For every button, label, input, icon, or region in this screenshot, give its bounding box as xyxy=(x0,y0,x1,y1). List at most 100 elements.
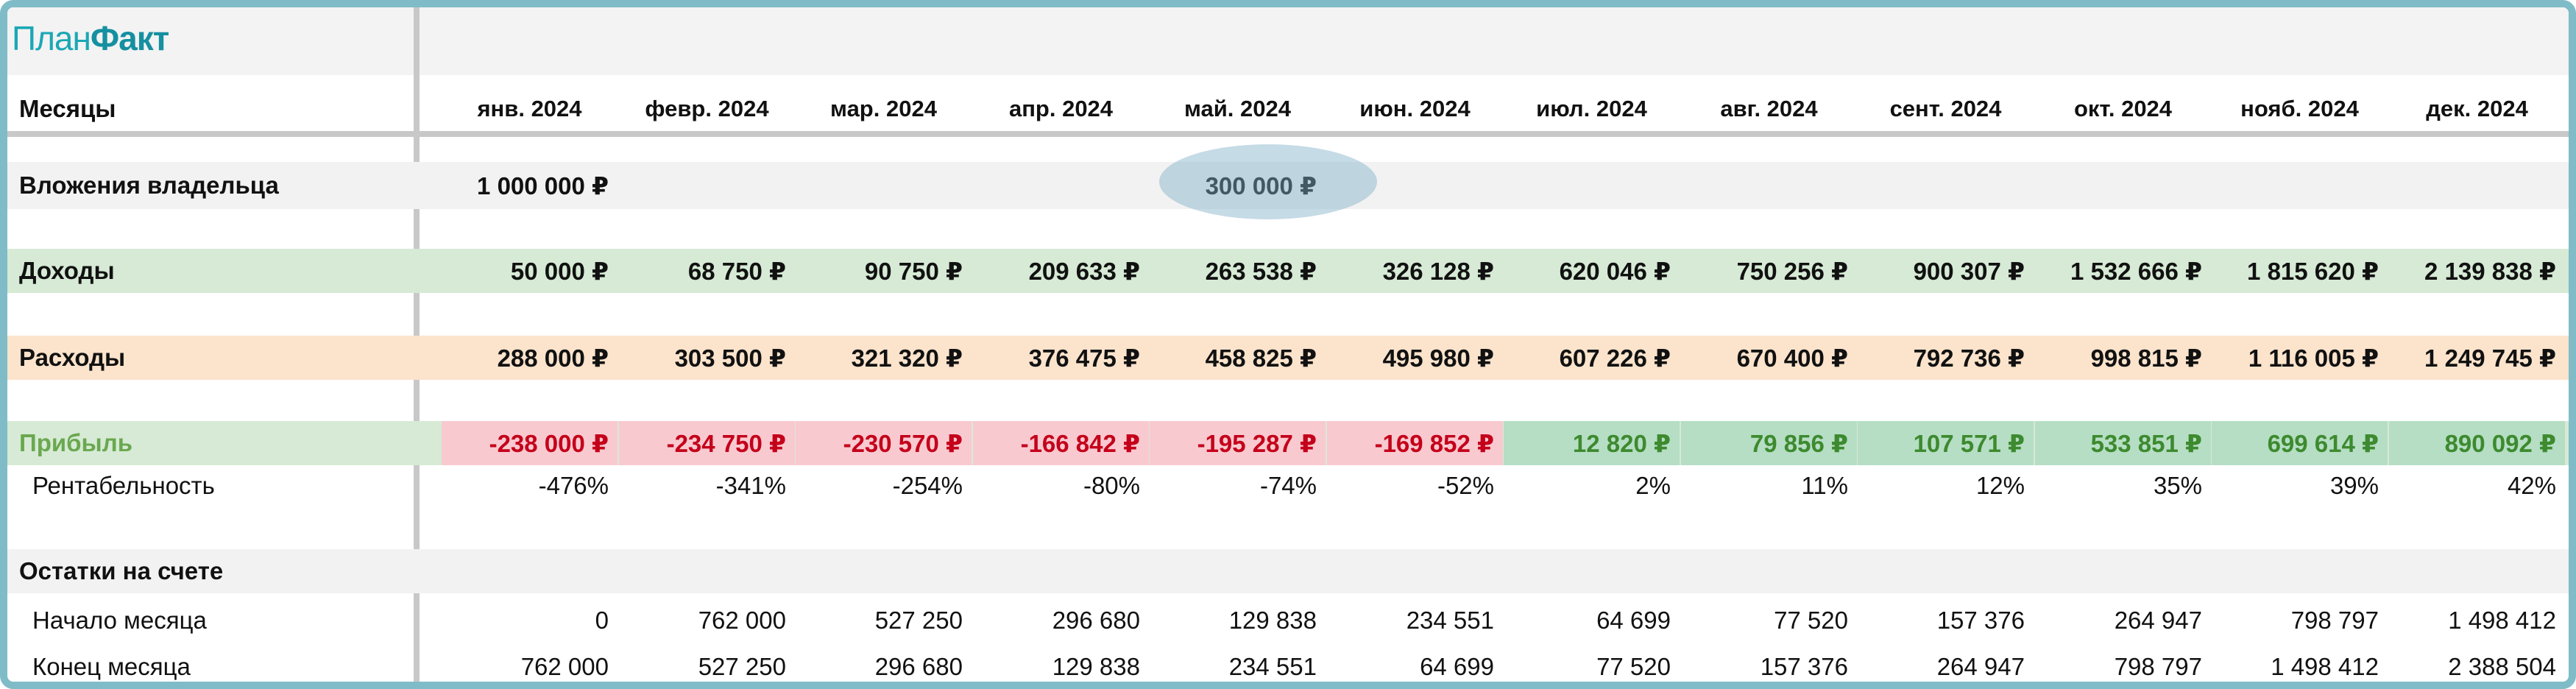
owner-cell-3[interactable] xyxy=(796,162,972,209)
planfact-logo: ПланФакт xyxy=(12,16,169,60)
margin-cell-1[interactable]: -476% xyxy=(538,472,609,499)
start-cell-8[interactable]: 77 520 xyxy=(1774,607,1848,634)
expenses-cell-6[interactable]: 495 980 ₽ xyxy=(1382,344,1494,372)
profit-cell-9[interactable]: 107 571 ₽ xyxy=(1858,421,2034,465)
month-header-5: май. 2024 xyxy=(1183,96,1291,121)
income-cell-9[interactable]: 900 307 ₽ xyxy=(1913,257,2025,285)
end-cell-9[interactable]: 264 947 xyxy=(1936,653,2025,680)
start-cell-7[interactable]: 64 699 xyxy=(1596,607,1671,634)
income-cell-1[interactable]: 50 000 ₽ xyxy=(510,257,609,285)
profit-cell-2[interactable]: -234 750 ₽ xyxy=(619,421,795,465)
profit-cell-11[interactable]: 699 614 ₽ xyxy=(2212,421,2388,465)
income-cell-6[interactable]: 326 128 ₽ xyxy=(1382,257,1494,285)
month-header-4: апр. 2024 xyxy=(1008,96,1114,121)
margin-cell-11[interactable]: 39% xyxy=(2329,472,2379,499)
income-label: Доходы xyxy=(19,257,115,284)
expenses-cell-5[interactable]: 458 825 ₽ xyxy=(1205,344,1317,372)
owner-cell-7[interactable] xyxy=(1504,162,1680,209)
margin-cell-8[interactable]: 11% xyxy=(1801,472,1848,499)
expenses-cell-8[interactable]: 670 400 ₽ xyxy=(1736,344,1848,372)
income-cell-5[interactable]: 263 538 ₽ xyxy=(1205,257,1317,285)
owner-cell-4[interactable] xyxy=(973,162,1149,209)
expenses-cell-10[interactable]: 998 815 ₽ xyxy=(2090,344,2202,372)
end-cell-2[interactable]: 527 250 xyxy=(698,653,786,680)
profit-cell-1[interactable]: -238 000 ₽ xyxy=(442,421,618,465)
margin-cell-2[interactable]: -341% xyxy=(715,472,786,499)
expenses-label: Расходы xyxy=(19,344,126,371)
months-cells: янв. 2024 февр. 2024 мар. 2024 апр. 2024 май… xyxy=(7,88,2569,130)
income-cell-10[interactable]: 1 532 666 ₽ xyxy=(2070,257,2202,285)
margin-cell-7[interactable]: 2% xyxy=(1635,472,1671,499)
end-cell-4[interactable]: 129 838 xyxy=(1052,653,1140,680)
income-cell-4[interactable]: 209 633 ₽ xyxy=(1028,257,1140,285)
income-cell-2[interactable]: 68 750 ₽ xyxy=(687,257,786,285)
month-end-cells: 762 000 527 250 296 680 129 838 234 551 64 69… xyxy=(7,645,2569,682)
months-label: Месяцы xyxy=(19,95,116,122)
start-cell-3[interactable]: 527 250 xyxy=(874,607,963,634)
profit-cell-5[interactable]: -195 287 ₽ xyxy=(1150,421,1326,465)
income-cell-8[interactable]: 750 256 ₽ xyxy=(1736,257,1848,285)
owner-cell-2[interactable] xyxy=(619,162,795,209)
owner-cell-9[interactable] xyxy=(1858,162,2034,209)
profit-cell-4[interactable]: -166 842 ₽ xyxy=(973,421,1149,465)
expenses-cell-12[interactable]: 1 249 745 ₽ xyxy=(2424,344,2556,372)
end-cell-11[interactable]: 1 498 412 xyxy=(2271,653,2379,680)
header-band xyxy=(7,7,2569,75)
month-header-12: дек. 2024 xyxy=(2426,96,2528,121)
end-cell-10[interactable]: 798 797 xyxy=(2114,653,2202,680)
expenses-cell-9[interactable]: 792 736 ₽ xyxy=(1913,344,2025,372)
margin-cell-6[interactable]: -52% xyxy=(1437,472,1494,499)
start-cell-12[interactable]: 1 498 412 xyxy=(2448,607,2556,634)
margin-cell-10[interactable]: 35% xyxy=(2153,472,2202,499)
profit-cell-6[interactable]: -169 852 ₽ xyxy=(1327,421,1503,465)
month-end-row: Конец месяца 762 000 527 250 296 680 129 83… xyxy=(7,645,2569,682)
margin-cell-4[interactable]: -80% xyxy=(1083,472,1140,499)
expenses-cell-3[interactable]: 321 320 ₽ xyxy=(851,344,963,372)
start-cell-11[interactable]: 798 797 xyxy=(2290,607,2379,634)
start-cell-5[interactable]: 129 838 xyxy=(1228,607,1317,634)
profit-cell-8[interactable]: 79 856 ₽ xyxy=(1681,421,1857,465)
expenses-cell-1[interactable]: 288 000 ₽ xyxy=(497,344,609,372)
start-cell-6[interactable]: 234 551 xyxy=(1406,607,1494,634)
expenses-cell-2[interactable]: 303 500 ₽ xyxy=(674,344,786,372)
start-cell-4[interactable]: 296 680 xyxy=(1052,607,1140,634)
end-cell-6[interactable]: 64 699 xyxy=(1420,653,1494,680)
expenses-cell-11[interactable]: 1 116 005 ₽ xyxy=(2248,344,2379,372)
owner-cell-12[interactable] xyxy=(2389,162,2565,209)
owner-cell-10[interactable] xyxy=(2035,162,2211,209)
end-cell-8[interactable]: 157 376 xyxy=(1760,653,1848,680)
profit-cell-3[interactable]: -230 570 ₽ xyxy=(796,421,972,465)
income-cell-11[interactable]: 1 815 620 ₽ xyxy=(2247,257,2379,285)
margin-cell-3[interactable]: -254% xyxy=(892,472,963,499)
profit-cell-7[interactable]: 12 820 ₽ xyxy=(1504,421,1680,465)
owner-cell-6[interactable] xyxy=(1327,162,1503,209)
start-cell-2[interactable]: 762 000 xyxy=(698,607,786,634)
owner-cell-1[interactable]: 1 000 000 ₽ xyxy=(477,172,609,199)
expenses-cell-7[interactable]: 607 226 ₽ xyxy=(1559,344,1671,372)
owner-cell-11[interactable] xyxy=(2212,162,2388,209)
start-cell-10[interactable]: 264 947 xyxy=(2114,607,2202,634)
month-header-1: янв. 2024 xyxy=(477,96,582,121)
end-cell-3[interactable]: 296 680 xyxy=(874,653,963,680)
income-row: Доходы 50 000 ₽ 68 750 ₽ 90 750 ₽ 209 633 ₽… xyxy=(7,249,2569,293)
owner-cell-8[interactable] xyxy=(1681,162,1857,209)
month-header-2: февр. 2024 xyxy=(645,96,769,121)
end-cell-7[interactable]: 77 520 xyxy=(1596,653,1671,680)
end-cell-1[interactable]: 762 000 xyxy=(520,653,609,680)
margin-cell-9[interactable]: 12% xyxy=(1975,472,2025,499)
logo-part-plan: План xyxy=(12,19,91,57)
profit-cell-12[interactable]: 890 092 ₽ xyxy=(2389,421,2565,465)
income-cell-7[interactable]: 620 046 ₽ xyxy=(1559,257,1671,285)
month-header-3: мар. 2024 xyxy=(830,96,937,121)
income-cell-12[interactable]: 2 139 838 ₽ xyxy=(2424,257,2556,285)
start-cell-9[interactable]: 157 376 xyxy=(1936,607,2025,634)
owner-cell-5[interactable]: 300 000 ₽ xyxy=(1205,172,1317,199)
expenses-cell-4[interactable]: 376 475 ₽ xyxy=(1028,344,1140,372)
income-cell-3[interactable]: 90 750 ₽ xyxy=(864,257,963,285)
margin-cell-12[interactable]: 42% xyxy=(2507,472,2556,499)
profit-cell-10[interactable]: 533 851 ₽ xyxy=(2035,421,2211,465)
start-cell-1[interactable]: 0 xyxy=(595,607,609,634)
end-cell-12[interactable]: 2 388 504 xyxy=(2448,653,2556,680)
end-cell-5[interactable]: 234 551 xyxy=(1228,653,1317,680)
margin-cell-5[interactable]: -74% xyxy=(1259,472,1317,499)
